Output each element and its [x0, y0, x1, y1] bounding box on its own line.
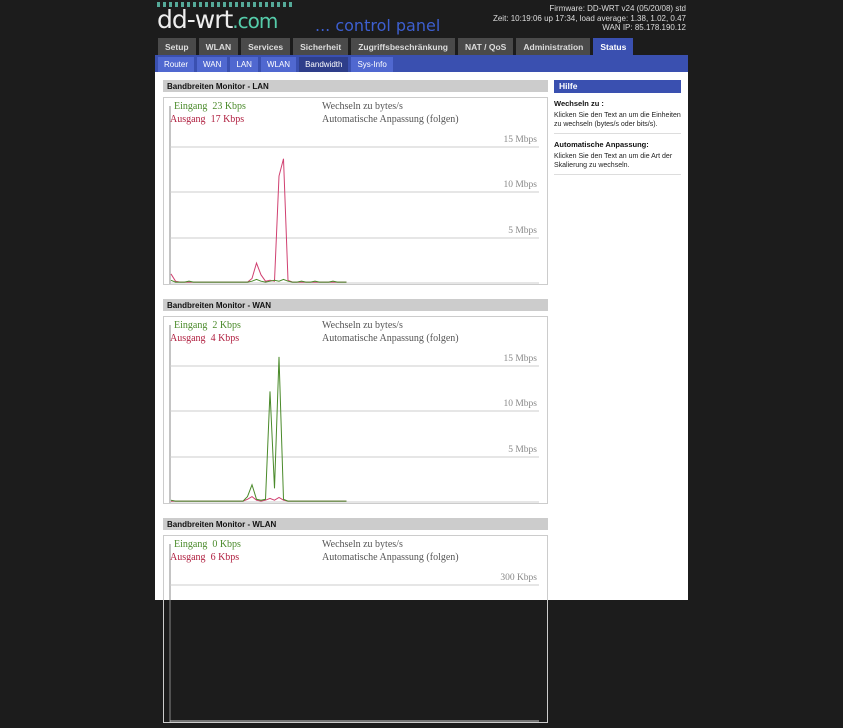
- graph-canvas: [169, 106, 539, 284]
- graph-canvas: [169, 325, 539, 503]
- outgoing-rate[interactable]: Ausgang 4 Kbps: [170, 333, 239, 344]
- help-item-text: Klicken Sie den Text an um die Einheiten…: [554, 112, 681, 128]
- tab-setup[interactable]: Setup: [158, 38, 196, 55]
- autoscale-link[interactable]: Automatische Anpassung (folgen): [322, 552, 459, 563]
- subtab-lan[interactable]: LAN: [230, 57, 258, 72]
- bandwidth-monitor-lan: Bandbreiten Monitor - LAN Eingang 23 Kbp…: [163, 80, 548, 290]
- incoming-value: 2 Kbps: [212, 320, 241, 331]
- outgoing-rate[interactable]: Ausgang 17 Kbps: [170, 114, 244, 125]
- logo-suffix: .com: [232, 9, 278, 33]
- graph-canvas: [169, 544, 539, 722]
- content: Bandbreiten Monitor - LAN Eingang 23 Kbp…: [155, 72, 688, 723]
- help-item: Automatische Anpassung: Klicken Sie den T…: [554, 134, 681, 175]
- outgoing-label: Ausgang: [170, 552, 206, 563]
- bandwidth-graph: Eingang 23 Kbps Ausgang 17 Kbps Wechseln…: [163, 97, 548, 285]
- incoming-value: 23 Kbps: [212, 101, 246, 112]
- autoscale-link[interactable]: Automatische Anpassung (folgen): [322, 114, 459, 125]
- incoming-label: Eingang: [174, 539, 208, 550]
- outgoing-label: Ausgang: [170, 114, 206, 125]
- help-item: Wechseln zu : Klicken Sie den Text an um …: [554, 93, 681, 134]
- grid-label: 10 Mbps: [503, 399, 537, 409]
- outgoing-value: 4 Kbps: [210, 333, 240, 344]
- grid-label: 15 Mbps: [503, 135, 537, 145]
- grid-label: 5 Mbps: [508, 226, 537, 236]
- bandwidth-monitor-wlan: Bandbreiten Monitor - WLAN Eingang 0 Kbp…: [163, 518, 548, 728]
- monitor-title: Bandbreiten Monitor - WLAN: [163, 518, 548, 530]
- incoming-series-line: [170, 356, 347, 502]
- grid-label: 15 Mbps: [503, 354, 537, 364]
- tab-sicherheit[interactable]: Sicherheit: [293, 38, 349, 55]
- logo: dd-wrt.com: [157, 2, 295, 34]
- subtitle: ... control panel: [315, 16, 441, 35]
- subtab-wan[interactable]: WAN: [197, 57, 228, 72]
- wan-ip: WAN IP: 85.178.190.12: [602, 23, 686, 32]
- outgoing-rate[interactable]: Ausgang 6 Kbps: [170, 552, 239, 563]
- bandwidth-monitor-wan: Bandbreiten Monitor - WAN Eingang 2 Kbps…: [163, 299, 548, 509]
- autoscale-link[interactable]: Automatische Anpassung (folgen): [322, 333, 459, 344]
- incoming-label: Eingang: [174, 101, 208, 112]
- tab-services[interactable]: Services: [241, 38, 291, 55]
- outgoing-value: 6 Kbps: [210, 552, 240, 563]
- tab-zugriffsbeschr-nkung[interactable]: Zugriffsbeschränkung: [351, 38, 455, 55]
- incoming-series-line: [170, 278, 347, 283]
- tab-wlan[interactable]: WLAN: [198, 38, 239, 55]
- tab-status[interactable]: Status: [593, 38, 634, 55]
- tab-nat-qos[interactable]: NAT / QoS: [457, 38, 514, 55]
- outgoing-series-line: [171, 495, 347, 502]
- incoming-value: 0 Kbps: [212, 539, 241, 550]
- page: dd-wrt.com ... control panel Firmware: D…: [155, 0, 688, 723]
- outgoing-series-line: [170, 158, 347, 283]
- system-info: Firmware: DD-WRT v24 (05/20/08) std Zeit…: [493, 4, 686, 33]
- switch-units-link[interactable]: Wechseln zu bytes/s: [322, 320, 403, 331]
- help-item-title: Wechseln zu :: [554, 99, 604, 108]
- switch-units-link[interactable]: Wechseln zu bytes/s: [322, 539, 403, 550]
- outgoing-value: 17 Kbps: [210, 114, 245, 125]
- subtab-wlan[interactable]: WLAN: [260, 57, 297, 72]
- main-tabs: Setup WLAN Services Sicherheit Zugriffsbesch…: [155, 38, 688, 55]
- grid-label: 5 Mbps: [508, 445, 537, 455]
- help-panel: Hilfe Wechseln zu : Klicken Sie den Text …: [554, 80, 681, 175]
- logo-text: dd-wrt: [157, 5, 233, 34]
- incoming-rate[interactable]: Eingang 2 Kbps: [174, 320, 241, 331]
- incoming-rate[interactable]: Eingang 0 Kbps: [174, 539, 241, 550]
- help-item-title: Automatische Anpassung:: [554, 140, 649, 149]
- logo-bars: [157, 2, 295, 7]
- switch-units-link[interactable]: Wechseln zu bytes/s: [322, 101, 403, 112]
- header: dd-wrt.com ... control panel Firmware: D…: [155, 0, 688, 38]
- sub-tabs: Router WAN LAN WLAN Bandwidth Sys-Info: [155, 55, 688, 72]
- subtab-sys-info[interactable]: Sys-Info: [351, 57, 393, 72]
- uptime: Zeit: 10:19:06 up 17:34, load average: 1…: [492, 13, 686, 23]
- monitor-title: Bandbreiten Monitor - LAN: [163, 80, 548, 92]
- incoming-label: Eingang: [174, 320, 208, 331]
- firmware: Firmware: DD-WRT v24 (05/20/08) std: [549, 4, 686, 13]
- help-item-text: Klicken Sie den Text an um die Art der S…: [554, 153, 673, 169]
- monitor-title: Bandbreiten Monitor - WAN: [163, 299, 548, 311]
- grid-label: 300 Kbps: [500, 573, 537, 583]
- bandwidth-graph: Eingang 2 Kbps Ausgang 4 Kbps Wechseln z…: [163, 316, 548, 504]
- grid-label: 10 Mbps: [503, 180, 537, 190]
- subtab-router[interactable]: Router: [158, 57, 195, 72]
- outgoing-label: Ausgang: [170, 333, 206, 344]
- subtab-bandwidth[interactable]: Bandwidth: [299, 57, 349, 72]
- help-title: Hilfe: [554, 80, 681, 93]
- incoming-rate[interactable]: Eingang 23 Kbps: [174, 101, 246, 112]
- tab-administration[interactable]: Administration: [516, 38, 591, 55]
- bandwidth-graph: Eingang 0 Kbps Ausgang 6 Kbps Wechseln z…: [163, 535, 548, 723]
